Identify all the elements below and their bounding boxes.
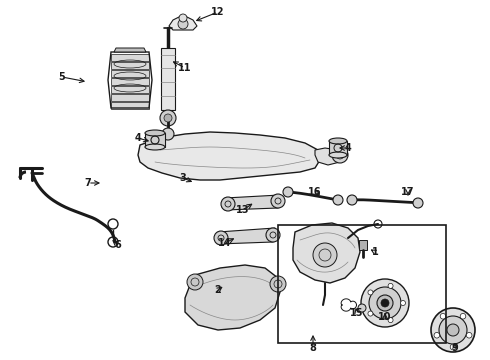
Circle shape	[162, 128, 174, 140]
Circle shape	[440, 314, 446, 319]
Circle shape	[283, 187, 293, 197]
Ellipse shape	[145, 130, 165, 136]
Text: 17: 17	[401, 187, 415, 197]
Circle shape	[179, 14, 187, 22]
Circle shape	[187, 274, 203, 290]
Circle shape	[178, 19, 188, 29]
Text: 12: 12	[211, 7, 225, 17]
Circle shape	[160, 110, 176, 126]
Polygon shape	[222, 195, 283, 210]
Polygon shape	[111, 86, 149, 93]
Text: 13: 13	[236, 205, 250, 215]
Polygon shape	[329, 141, 347, 155]
Circle shape	[270, 276, 286, 292]
Circle shape	[381, 299, 389, 307]
Polygon shape	[359, 240, 367, 250]
Circle shape	[377, 295, 393, 311]
Text: 2: 2	[215, 285, 221, 295]
Polygon shape	[111, 78, 149, 85]
Text: 10: 10	[378, 312, 392, 322]
Text: 11: 11	[178, 63, 192, 73]
Polygon shape	[169, 17, 197, 30]
Polygon shape	[111, 62, 149, 69]
Polygon shape	[161, 48, 175, 110]
Polygon shape	[111, 94, 149, 101]
Circle shape	[368, 290, 373, 295]
Circle shape	[214, 231, 228, 245]
Text: 8: 8	[310, 343, 317, 353]
Circle shape	[164, 114, 172, 122]
Text: 16: 16	[308, 187, 322, 197]
Circle shape	[271, 194, 285, 208]
Polygon shape	[111, 70, 149, 77]
Circle shape	[221, 197, 235, 211]
Circle shape	[460, 314, 466, 319]
Text: 9: 9	[452, 343, 458, 353]
Circle shape	[332, 147, 348, 163]
Circle shape	[447, 324, 459, 336]
Circle shape	[413, 198, 423, 208]
Circle shape	[358, 304, 366, 312]
Circle shape	[388, 283, 393, 288]
Polygon shape	[145, 133, 165, 147]
Polygon shape	[114, 48, 146, 52]
Ellipse shape	[329, 152, 347, 158]
Ellipse shape	[329, 138, 347, 144]
Polygon shape	[315, 148, 345, 165]
Polygon shape	[138, 132, 320, 180]
Text: 5: 5	[59, 72, 65, 82]
Polygon shape	[111, 102, 149, 109]
Text: 7: 7	[85, 178, 91, 188]
Circle shape	[450, 344, 456, 350]
Circle shape	[313, 243, 337, 267]
Polygon shape	[111, 54, 149, 61]
Circle shape	[388, 318, 393, 323]
Text: 4: 4	[344, 143, 351, 153]
Circle shape	[466, 332, 472, 338]
Circle shape	[439, 316, 467, 344]
Text: 1: 1	[371, 247, 378, 257]
Text: 4: 4	[135, 133, 142, 143]
Circle shape	[434, 332, 440, 338]
Bar	[278, 225, 446, 343]
Circle shape	[361, 279, 409, 327]
Circle shape	[431, 308, 475, 352]
Circle shape	[369, 287, 401, 319]
Text: 14: 14	[218, 238, 232, 248]
Polygon shape	[185, 265, 280, 330]
Text: 3: 3	[180, 173, 186, 183]
Circle shape	[347, 195, 357, 205]
Text: 15: 15	[350, 308, 364, 318]
Circle shape	[266, 228, 280, 242]
Text: 6: 6	[115, 240, 122, 250]
Circle shape	[333, 195, 343, 205]
Polygon shape	[215, 228, 278, 244]
Ellipse shape	[145, 144, 165, 150]
Circle shape	[368, 311, 373, 316]
Circle shape	[400, 301, 406, 306]
Polygon shape	[293, 223, 360, 283]
